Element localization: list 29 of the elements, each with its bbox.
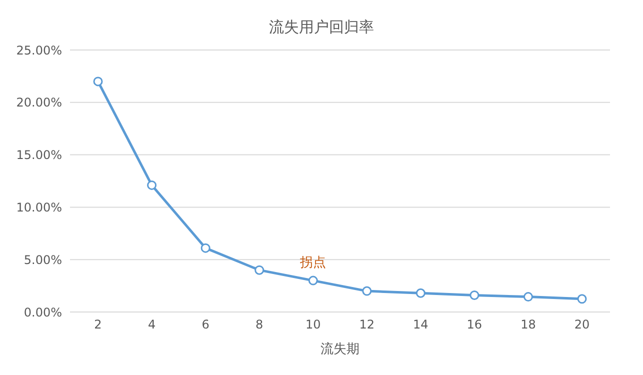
point <box>416 288 426 298</box>
y-tick-label: 0.00% <box>24 305 62 320</box>
x-tick-label: 20 <box>574 318 590 332</box>
x-tick-label: 6 <box>202 318 210 332</box>
y-tick-label: 15.00% <box>16 148 62 162</box>
point <box>470 290 480 300</box>
point <box>200 243 210 253</box>
point <box>254 265 264 275</box>
x-axis-title: 流失期 <box>320 341 360 357</box>
chart-title: 流失用户回归率 <box>268 18 375 37</box>
y-tick-label: 20.00% <box>16 96 62 110</box>
x-tick-label: 4 <box>148 318 156 332</box>
annotation: 拐点 <box>299 256 326 271</box>
point <box>93 76 103 86</box>
x-tick-label: 2 <box>94 318 102 332</box>
point <box>523 292 533 302</box>
y-tick-label: 25.00% <box>16 43 62 58</box>
x-tick-label: 12 <box>359 318 375 332</box>
x-tick-label: 10 <box>305 318 321 332</box>
x-tick-label: 16 <box>466 318 482 332</box>
x-tick-label: 8 <box>256 318 264 332</box>
y-tick-label: 10.00% <box>16 200 62 214</box>
point <box>362 286 372 296</box>
point <box>147 180 157 190</box>
point <box>577 294 587 304</box>
y-tick-label: 5.00% <box>24 252 62 267</box>
point <box>308 276 318 286</box>
x-tick-label: 14 <box>413 318 428 332</box>
x-tick-label: 18 <box>520 318 536 332</box>
